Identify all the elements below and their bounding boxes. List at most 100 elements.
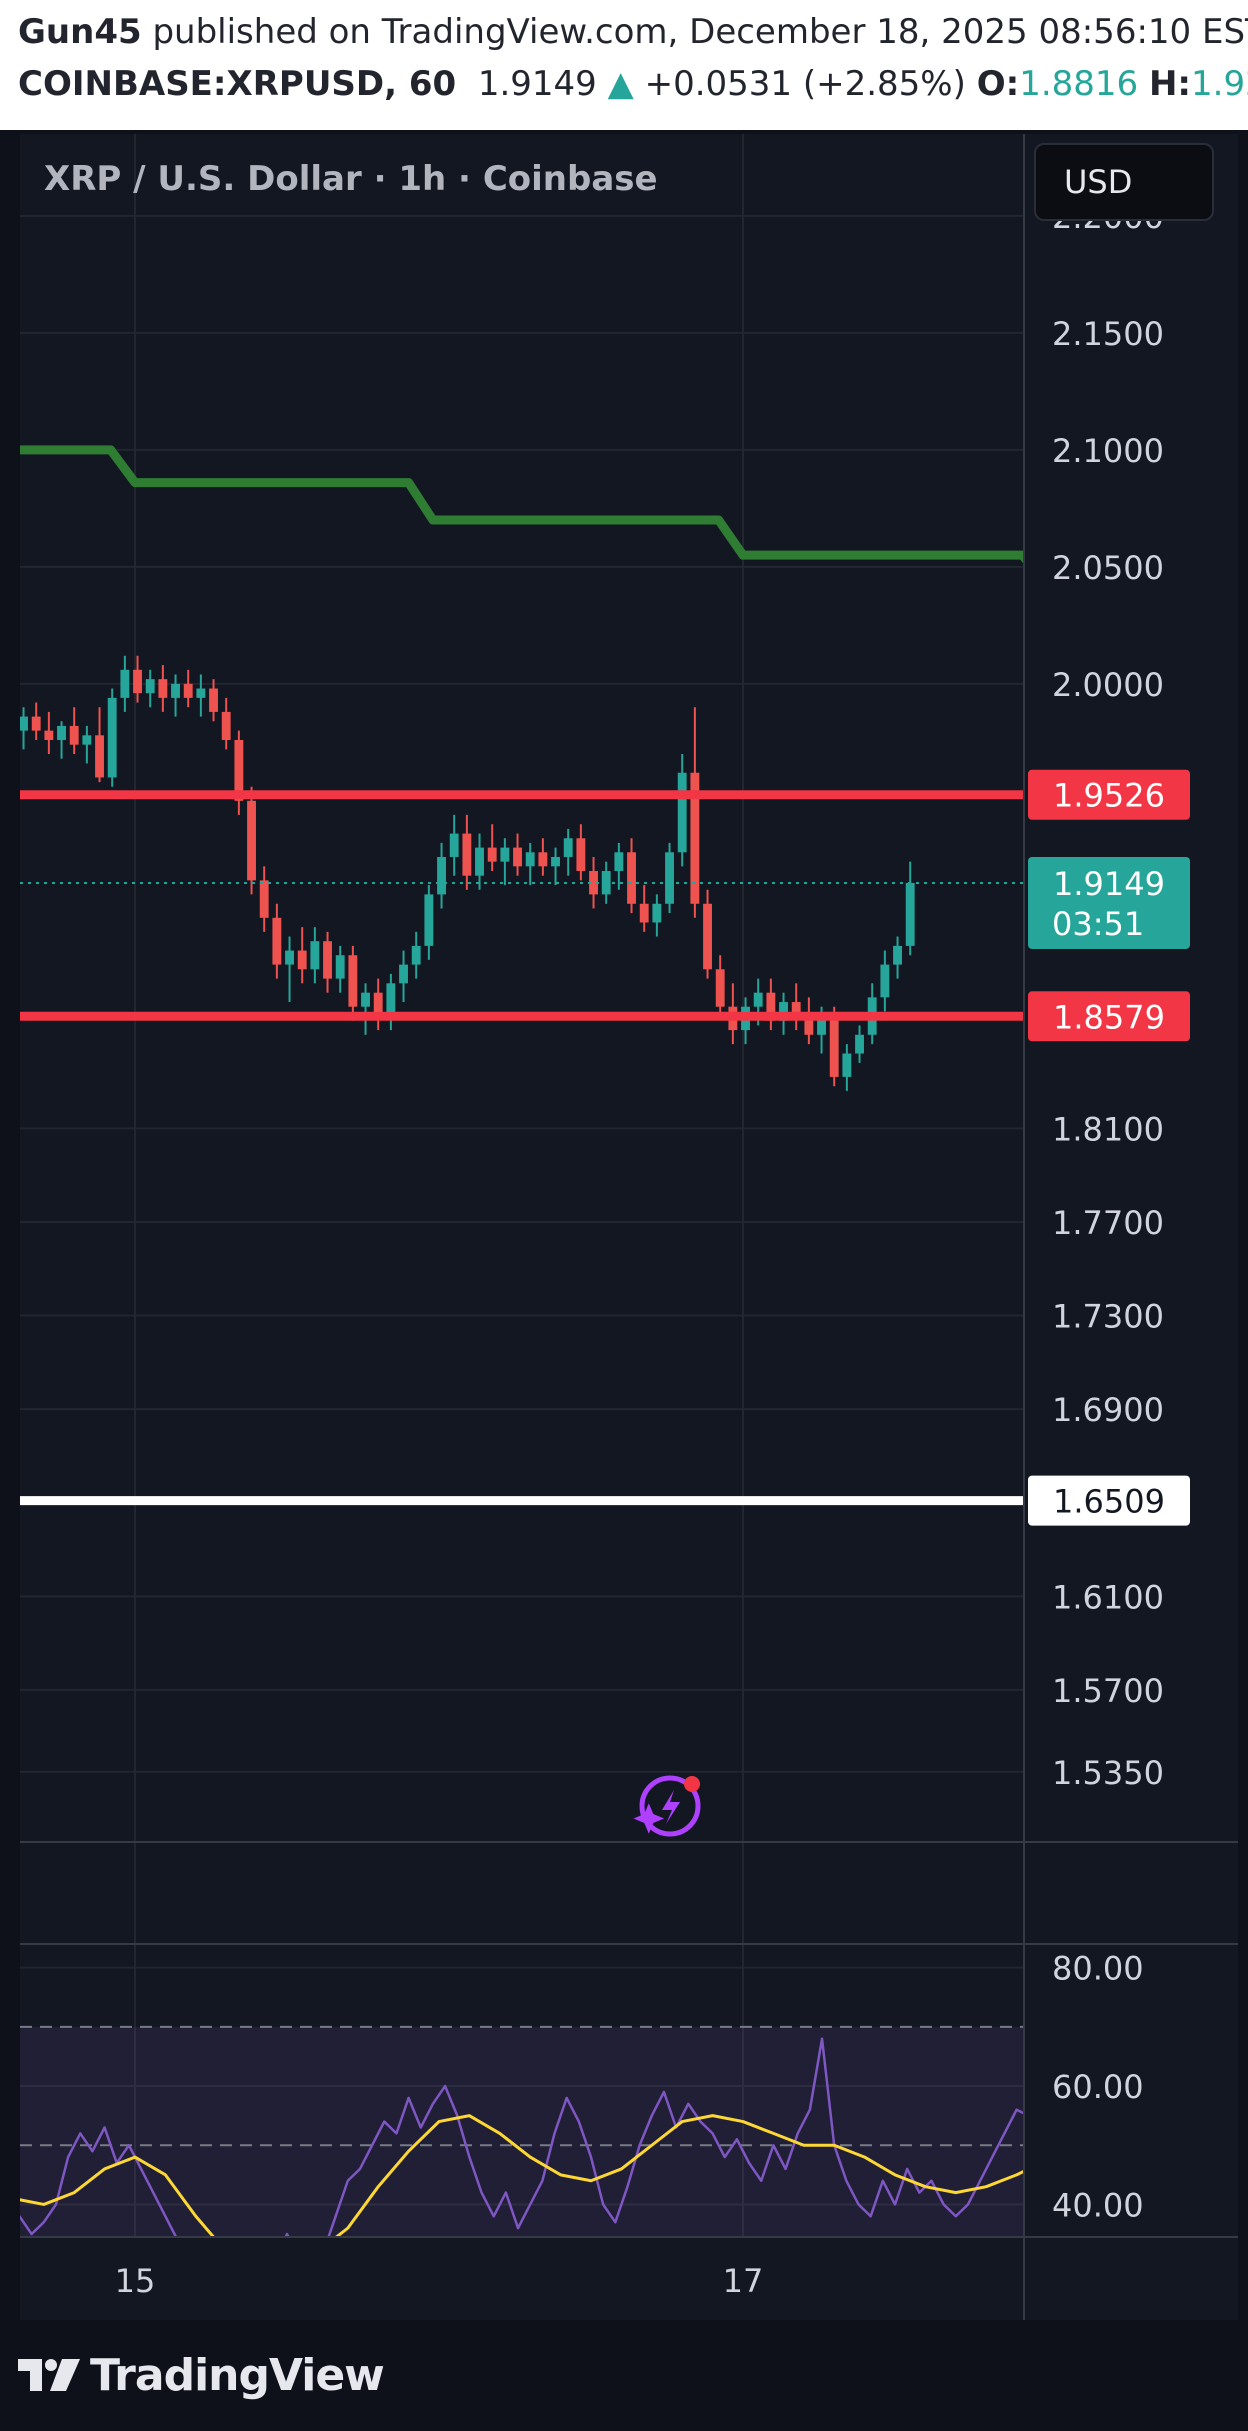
time-tick-label: 17: [723, 2262, 764, 2300]
price-tick-label: 2.1500: [1052, 315, 1164, 353]
candle-body: [842, 1053, 852, 1077]
publish-header: Gun45 published on TradingView.com, Dece…: [0, 0, 1248, 130]
candle-body: [766, 992, 776, 1021]
last-price: 1.9149: [477, 64, 597, 104]
price-tick-label: 1.6900: [1052, 1391, 1164, 1429]
candle-body: [120, 669, 130, 698]
candle-body: [563, 838, 573, 857]
rsi-tick-label: 80.00: [1052, 1950, 1144, 1988]
candle-body: [196, 688, 206, 698]
candle-body: [652, 903, 662, 923]
candle-body: [424, 894, 434, 946]
candle-body: [297, 950, 307, 970]
price-change: +0.0531 (+2.85%): [644, 64, 966, 104]
publish-info: Gun45 published on TradingView.com, Dece…: [18, 12, 1248, 52]
candle-body: [905, 882, 915, 946]
price-tick-label: 1.8100: [1052, 1110, 1164, 1148]
chart-background: [20, 134, 1238, 2320]
candle-body: [57, 725, 66, 740]
candle-body: [399, 964, 408, 984]
candle-body: [449, 833, 459, 857]
rsi-line: [20, 2037, 1024, 2237]
level-price-tag: [1028, 769, 1190, 820]
candle-body: [247, 800, 256, 881]
price-tick-label: 1.5350: [1052, 1754, 1164, 1792]
candle-body: [677, 772, 687, 853]
candle-body: [335, 955, 345, 979]
price-tick-label: 1.5700: [1052, 1672, 1164, 1710]
level-price-label: 1.8579: [1053, 998, 1165, 1036]
candle-body: [259, 880, 269, 918]
author-name[interactable]: Gun45: [18, 12, 142, 52]
candle-body: [791, 1002, 801, 1017]
ai-assistant-icon[interactable]: [633, 1775, 701, 1837]
candle-body: [627, 852, 636, 904]
high-value: 1.9240: [1191, 64, 1248, 104]
candle-body: [234, 739, 244, 801]
price-tick-label: 1.6100: [1052, 1578, 1164, 1616]
candle-body: [437, 856, 446, 895]
candle-countdown: 03:51: [1052, 905, 1144, 943]
candle-body: [893, 945, 902, 965]
price-tick-label: 2.0000: [1052, 666, 1164, 704]
level-price-label: 1.9526: [1053, 777, 1165, 815]
candle-body: [0, 689, 3, 708]
candle-body: [576, 838, 586, 872]
series-layer: [0, 445, 1024, 2237]
current-price-tag: [1028, 856, 1190, 949]
price-pane: [0, 445, 1024, 1506]
candle-body: [589, 871, 598, 895]
candle-body: [145, 679, 155, 694]
tradingview-logo[interactable]: TradingView: [18, 2345, 385, 2405]
price-tick-label: 2.1000: [1052, 432, 1164, 470]
candle-body: [817, 1016, 826, 1035]
candle-body: [95, 735, 104, 778]
price-tick-label: 1.7700: [1052, 1204, 1164, 1242]
brand-name: TradingView: [90, 2349, 385, 2401]
change-arrow-icon: ▲: [607, 64, 634, 104]
candle-body: [855, 1034, 864, 1054]
symbol-info: COINBASE:XRPUSD, 60 1.9149 ▲ +0.0531 (+2…: [18, 64, 1248, 104]
candle-body: [703, 903, 712, 970]
rsi-ma-line: [20, 2114, 1024, 2237]
level-price-tag: [1028, 991, 1190, 1042]
candle-body: [310, 941, 320, 970]
time-tick-label: 15: [115, 2262, 156, 2300]
candle-body: [285, 950, 294, 965]
candle-body: [500, 847, 510, 862]
candle-body: [525, 852, 535, 867]
chart-title: XRP / U.S. Dollar · 1h · Coinbase: [44, 159, 658, 199]
candle-body: [323, 941, 332, 979]
candle-body: [665, 852, 674, 904]
candle-body: [386, 983, 396, 1017]
price-tick-label: 1.7300: [1052, 1298, 1164, 1336]
open-value: 1.8816: [1019, 64, 1139, 104]
candle-body: [779, 1002, 788, 1021]
currency-button[interactable]: USD: [1034, 143, 1214, 221]
candle-body: [487, 847, 497, 862]
open-label: O:: [976, 64, 1020, 104]
candle-body: [158, 679, 168, 698]
moving-average-line: [20, 445, 1024, 565]
candle-body: [880, 964, 890, 998]
candle-body: [829, 1016, 839, 1077]
candle-body: [221, 711, 231, 740]
candle-body: [183, 683, 193, 698]
rsi-tick-label: 60.00: [1052, 2068, 1144, 2106]
candle-body: [513, 847, 522, 867]
published-text: published on TradingView.com, December 1…: [152, 12, 1248, 52]
candle-body: [551, 856, 560, 867]
candle-body: [715, 969, 725, 1007]
candle-body: [462, 833, 472, 876]
candle-body: [690, 772, 700, 904]
candle-body: [272, 917, 282, 965]
current-price-label: 1.9149: [1053, 865, 1165, 903]
grid-lines: [20, 134, 1024, 2237]
rsi-tick-label: 40.00: [1052, 2186, 1144, 2224]
candle-body: [171, 683, 180, 698]
candle-body: [348, 955, 358, 1007]
candle-body: [69, 725, 79, 745]
candle-body: [538, 852, 548, 867]
candle-body: [614, 852, 624, 872]
